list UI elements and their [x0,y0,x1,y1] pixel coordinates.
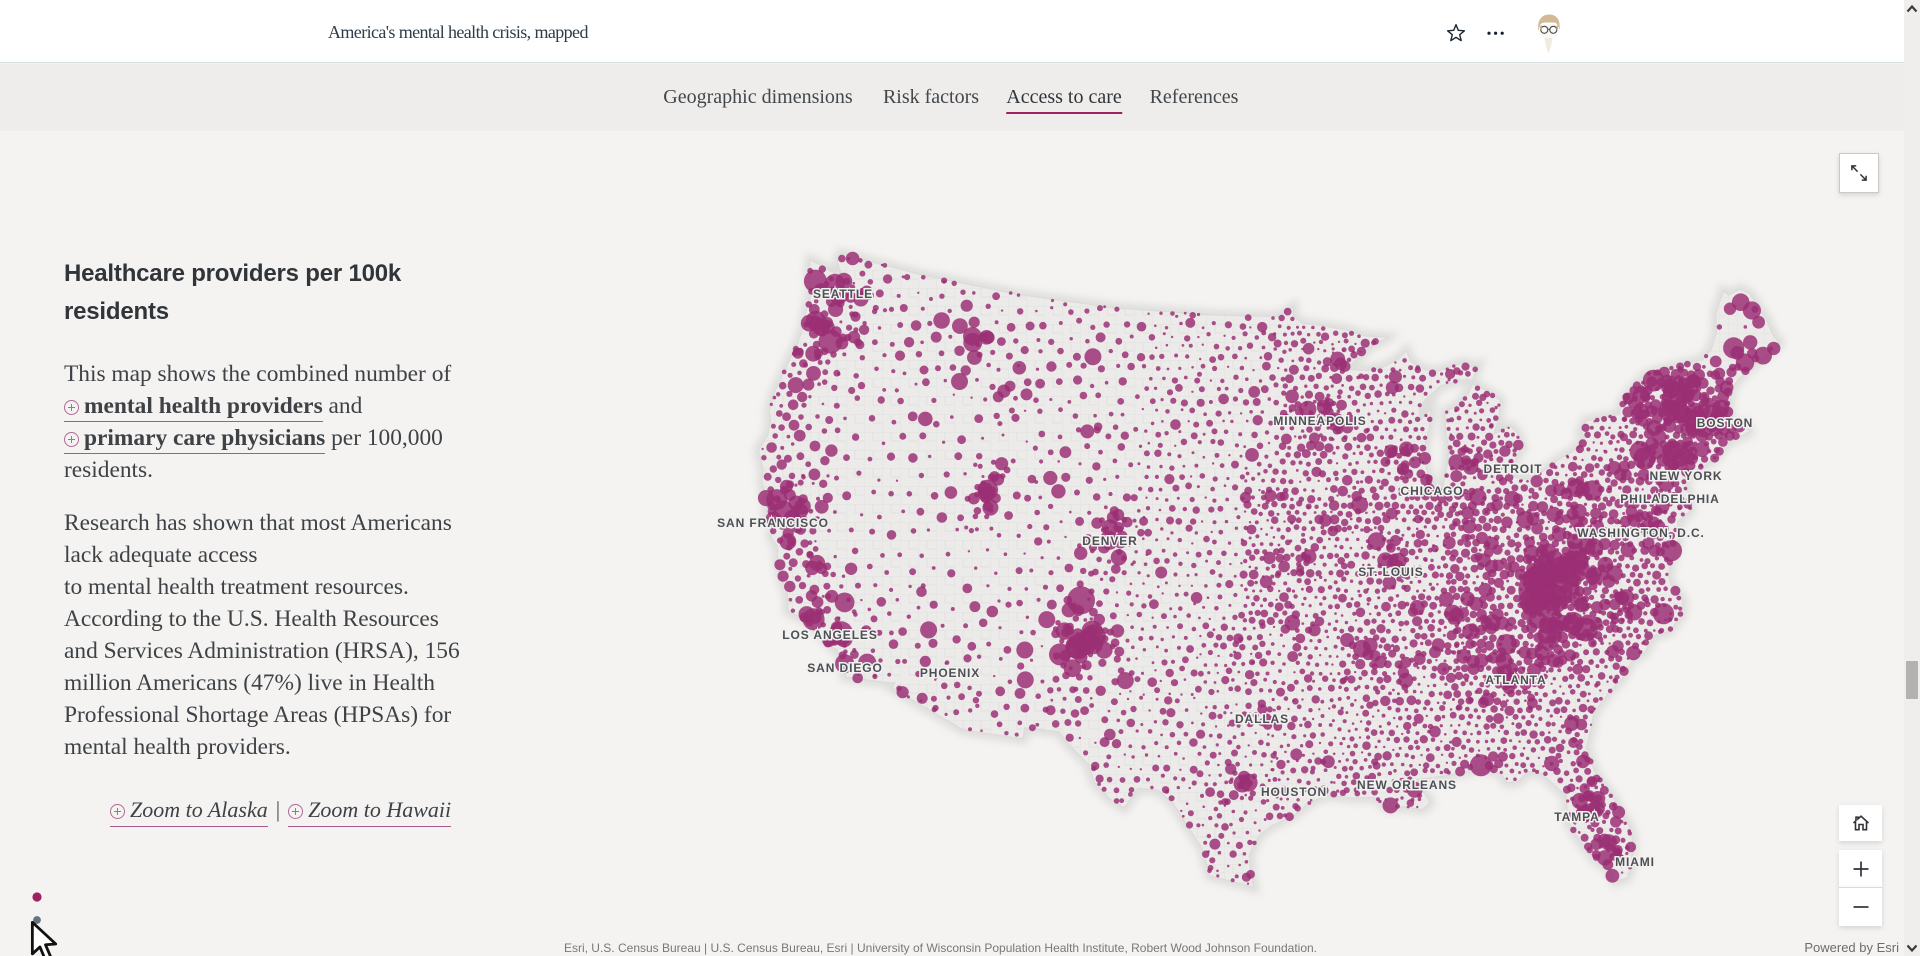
svg-text:DALLAS: DALLAS [1235,712,1289,726]
svg-text:SEATTLE: SEATTLE [813,287,873,301]
svg-text:NEW ORLEANS: NEW ORLEANS [1357,778,1457,792]
svg-text:SAN FRANCISCO: SAN FRANCISCO [717,516,829,530]
svg-text:PHOENIX: PHOENIX [920,666,980,680]
svg-text:WASHINGTON, D.C.: WASHINGTON, D.C. [1577,526,1705,540]
svg-text:MINNEAPOLIS: MINNEAPOLIS [1273,414,1366,428]
svg-text:ATLANTA: ATLANTA [1485,673,1546,687]
svg-text:LOS ANGELES: LOS ANGELES [782,628,877,642]
svg-text:TAMPA: TAMPA [1554,810,1599,824]
svg-text:NEW YORK: NEW YORK [1650,469,1723,483]
svg-text:ST. LOUIS: ST. LOUIS [1358,565,1423,579]
svg-text:DENVER: DENVER [1082,534,1137,548]
svg-text:DETROIT: DETROIT [1484,462,1543,476]
svg-text:BOSTON: BOSTON [1697,416,1754,430]
svg-text:CHICAGO: CHICAGO [1401,484,1464,498]
svg-text:MIAMI: MIAMI [1615,855,1655,869]
svg-text:PHILADELPHIA: PHILADELPHIA [1620,492,1719,506]
svg-text:SAN DIEGO: SAN DIEGO [807,661,882,675]
svg-text:HOUSTON: HOUSTON [1261,785,1327,799]
